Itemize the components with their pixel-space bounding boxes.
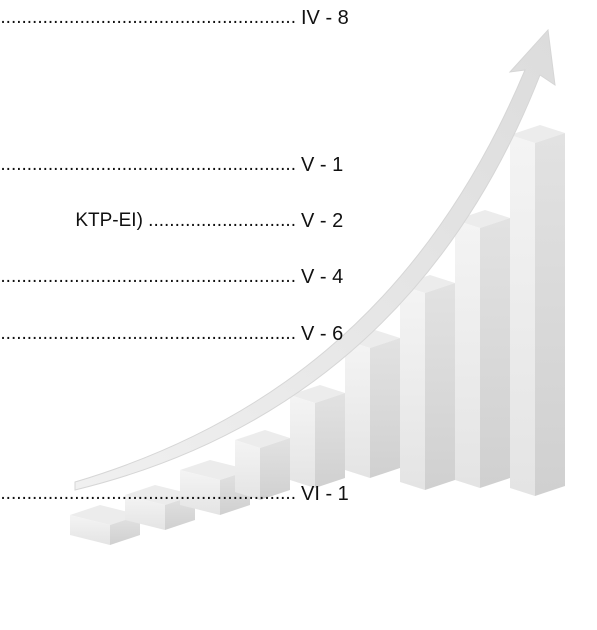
page-number: IV - 8 — [301, 5, 349, 31]
toc-entry: ........................................… — [0, 481, 420, 507]
entry-leader: ........................................… — [0, 5, 296, 31]
page-number: V - 6 — [301, 321, 343, 347]
toc-entry: ........................................… — [0, 5, 420, 31]
page-number: V - 2 — [301, 208, 343, 234]
page-number: VI - 1 — [301, 481, 349, 507]
entry-text: ........................................… — [0, 152, 296, 178]
toc-entry: ........................................… — [0, 264, 420, 290]
page-number: V - 1 — [301, 152, 343, 178]
entry-text: KTP-EI) ............................ — [75, 208, 296, 234]
entry-text: ........................................… — [0, 481, 296, 507]
page-number: V - 4 — [301, 264, 343, 290]
toc-entry: ........................................… — [0, 152, 420, 178]
toc-entry: ........................................… — [0, 321, 420, 347]
entry-text: ........................................… — [0, 321, 296, 347]
entry-text: ........................................… — [0, 264, 296, 290]
document-page: ........................................… — [0, 0, 597, 630]
entry-leader: ........................................… — [0, 321, 296, 347]
toc-entry: KTP-EI) ............................V - … — [0, 208, 420, 234]
entry-text: ........................................… — [0, 5, 296, 31]
entry-leader: ........................................… — [0, 152, 296, 178]
growth-illustration — [0, 0, 597, 630]
entry-leader: ........................................… — [0, 264, 296, 290]
entry-leader: ........................................… — [0, 481, 296, 507]
entry-leader: KTP-EI) ............................ — [0, 208, 296, 234]
